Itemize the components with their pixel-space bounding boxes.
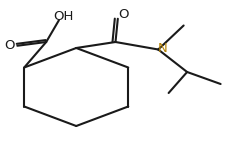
Text: O: O: [118, 8, 129, 21]
Text: N: N: [158, 42, 167, 55]
Text: OH: OH: [53, 10, 74, 23]
Text: O: O: [4, 39, 15, 52]
